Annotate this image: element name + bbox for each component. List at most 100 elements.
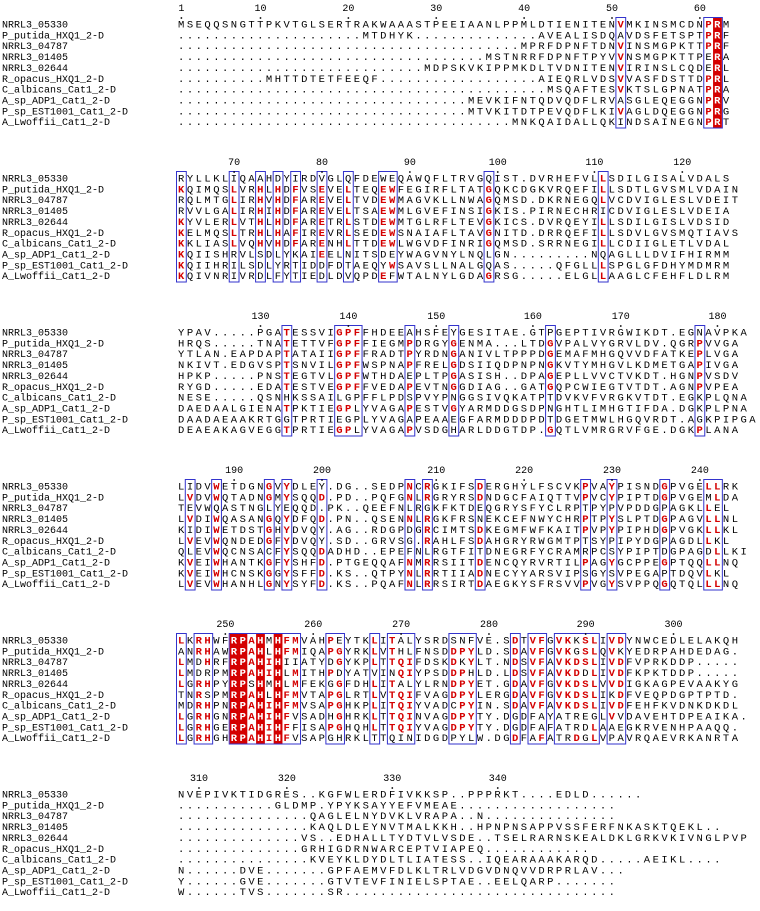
ruler-number: 190 — [225, 466, 243, 477]
ruler-dot — [233, 171, 236, 173]
similarity-frame — [211, 479, 222, 591]
ruler-dot — [400, 633, 402, 635]
ruler-number: 70 — [228, 158, 240, 169]
ruler-number: 170 — [612, 312, 630, 323]
sequence-residues: DAADAEAAKRTGGTPRTIEGPLYVAGAPEAAEGFARMDDD… — [178, 414, 756, 426]
sequence-name: P_putida_HXQ1_2-D — [2, 184, 104, 196]
similarity-frame — [281, 479, 293, 591]
sequence-name: P_sp_EST1001_Cat1_2-D — [2, 569, 128, 580]
sequence-name: A_Lwoffii_Cat1_2-D — [2, 425, 110, 437]
sequence-name: C_albicans_Cat1_2-D — [2, 85, 116, 97]
ruler-number: 250 — [216, 620, 234, 631]
sequence-name: A_Lwoffii_Cat1_2-D — [2, 887, 110, 899]
ruler-number: 330 — [383, 774, 401, 785]
sequence-name: A_Lwoffii_Cat1_2-D — [2, 271, 110, 283]
sequence-residues: N......DVE.......GPFAEMVFDLKLTRLVDGVDNQV… — [178, 865, 624, 877]
sequence-residues: K ELMQS L TR H L H A F IR E VR L SED EW SNAIAFLTAV G NITD… — [178, 228, 738, 240]
ruler-dot — [532, 325, 534, 327]
ruler-dot — [233, 479, 236, 481]
sequence-name: R_opacus_HXQ1_2-D — [2, 383, 104, 394]
similarity-frame — [193, 633, 214, 745]
ruler-dot — [584, 633, 587, 635]
similarity-frame — [448, 633, 477, 745]
sequence-name: A_sp_ADP1_Cat1_2-D — [2, 558, 110, 569]
similarity-frame — [553, 633, 600, 745]
sequence-residues: NVEPIVKTIDGRES..KGFWLERDFIVKKSP..PPPRKT.… — [178, 790, 641, 802]
sequence-name: NRRL3_01405 — [2, 207, 68, 218]
similarity-frame — [509, 633, 521, 745]
sequence-name: P_putida_HXQ1_2-D — [2, 646, 104, 658]
sequence-name: NRRL3_05330 — [2, 791, 68, 802]
sequence-name: NRRL3_04787 — [2, 350, 68, 361]
sequence-residues: L G RH GH RP A H I H F VSAPGHRKLTTQINIDGDPYLW.DG D F… — [178, 733, 739, 745]
similarity-frame — [255, 171, 266, 283]
ruler-number: 180 — [708, 312, 726, 323]
similarity-frame — [290, 171, 302, 283]
sequence-name: P_sp_EST1001_Cat1_2-D — [2, 415, 128, 426]
sequence-name: NRRL3_02644 — [2, 64, 68, 75]
ruler-number: 290 — [577, 620, 595, 631]
ruler-number: 240 — [691, 466, 709, 477]
sequence-name: C_albicans_Cat1_2-D — [2, 393, 116, 405]
ruler-dot — [391, 787, 394, 789]
ruler-number: 340 — [489, 774, 507, 785]
ruler-number: 10 — [254, 4, 266, 15]
ruler-number: 110 — [585, 158, 603, 169]
similarity-frame — [483, 171, 495, 283]
ruler-number: 90 — [404, 158, 416, 169]
ruler-dot — [408, 171, 411, 173]
sequence-name: NRRL3_05330 — [2, 329, 68, 340]
sequence-residues: L V EV W HANHL G N Y SYF D .KS..PQAF N L R RSIRT D AEGKY… — [178, 579, 738, 591]
similarity-frame — [369, 633, 381, 745]
similarity-frame — [228, 633, 302, 745]
ruler-dot — [523, 479, 526, 481]
ruler-dot — [312, 633, 315, 635]
ruler-number: 50 — [606, 4, 618, 15]
sequence-residues: ..............VS..EDHALLTYDTVLVSDE..TSEL… — [178, 833, 747, 845]
sequence-name: A_sp_ADP1_Cat1_2-D — [2, 866, 110, 877]
ruler-dot — [321, 479, 323, 481]
ruler-number: 100 — [489, 158, 507, 169]
sequence-name: C_albicans_Cat1_2-D — [2, 239, 116, 251]
ruler-number: 120 — [673, 158, 691, 169]
sequence-residues: ......................................MN… — [178, 117, 729, 129]
ruler-number: 60 — [694, 4, 706, 15]
sequence-name: NRRL3_01405 — [2, 823, 68, 834]
ruler-number: 320 — [278, 774, 296, 785]
sequence-name: NRRL3_01405 — [2, 53, 68, 64]
sequence-name: NRRL3_02644 — [2, 834, 68, 845]
ruler-number: 310 — [190, 774, 208, 785]
sequence-name: R_opacus_HXQ1_2-D — [2, 845, 104, 856]
similarity-frame — [263, 479, 275, 591]
ruler-number: 140 — [339, 312, 357, 323]
sequence-residues: L V EV W QNDED G F Y DVQY.SD..GRVSG. R AHLFS D AHGRY… — [178, 536, 729, 548]
sequence-name: NRRL3_05330 — [2, 21, 68, 32]
sequence-residues: .......................................M… — [178, 41, 729, 53]
sequence-name: A_sp_ADP1_Cat1_2-D — [2, 712, 110, 723]
similarity-frame — [404, 325, 416, 437]
ruler-dot — [285, 787, 288, 789]
sequence-name: A_Lwoffii_Cat1_2-D — [2, 117, 110, 129]
ruler-number: 220 — [515, 466, 533, 477]
similarity-frame — [597, 171, 609, 283]
similarity-frame — [703, 17, 723, 129]
ruler-dot — [259, 17, 262, 19]
similarity-frame — [281, 325, 293, 437]
similarity-frame — [615, 17, 627, 129]
ruler-dot — [496, 171, 499, 173]
sequence-name: P_putida_HXQ1_2-D — [2, 492, 104, 504]
ruler-dot — [672, 633, 675, 635]
sequence-name: P_sp_EST1001_Cat1_2-D — [2, 723, 128, 734]
sequence-residues: L V DV W QTADN G M Y SQQ D .PD..PQFG N L R GRYRS D NDGCF… — [178, 492, 739, 504]
ruler-number: 20 — [342, 4, 354, 15]
ruler-dot — [488, 633, 490, 635]
ruler-number: 270 — [392, 620, 410, 631]
ruler-dot — [681, 171, 684, 173]
sequence-name: NRRL3_01405 — [2, 669, 68, 680]
sequence-name: NRRL3_05330 — [2, 483, 68, 494]
identity-block — [238, 634, 248, 744]
